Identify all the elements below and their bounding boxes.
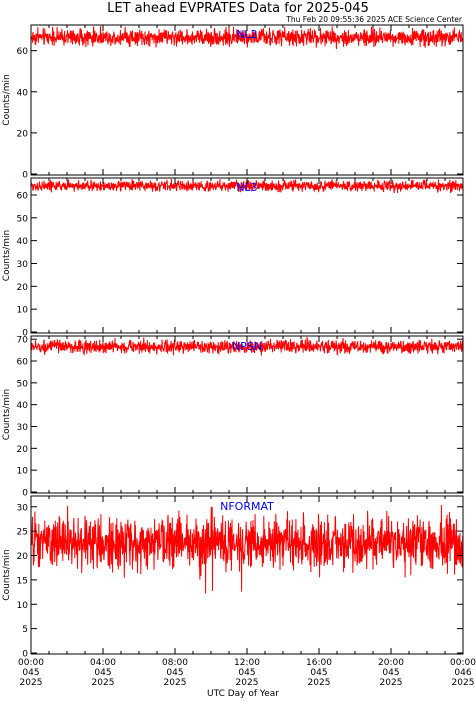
x-tick-doy: 045 xyxy=(310,668,327,678)
y-axis-label: Counts/min xyxy=(2,230,12,281)
y-tick-label: 70 xyxy=(17,336,29,346)
y-tick-label: 50 xyxy=(17,214,29,224)
y-tick-label: 0 xyxy=(22,650,28,660)
x-tick-time: 16:00 xyxy=(306,658,332,668)
series-label-nformat: NFORMAT xyxy=(220,500,274,513)
y-tick-label: 60 xyxy=(17,191,29,201)
data-trace-nformat xyxy=(30,505,464,594)
series-label-nl2: NL2 xyxy=(236,28,257,41)
y-tick-label: 5 xyxy=(22,625,28,635)
x-tick-year: 2025 xyxy=(452,678,475,688)
data-trace-nl3 xyxy=(30,178,464,194)
panel-nl3: 0 10 20 30 40 50 60 Counts/min NL3 xyxy=(2,177,464,339)
series-label-nl3: NL3 xyxy=(236,181,257,194)
panel-nl2: 0 20 40 60 Counts/min NL2 xyxy=(2,24,464,181)
panel-frame xyxy=(30,335,464,494)
y-tick-label: 0 xyxy=(22,489,28,499)
panel-nformat: 0 5 10 15 20 25 30 Counts/min NFORMAT xyxy=(2,495,464,660)
y-axis-label: Counts/min xyxy=(2,389,12,440)
x-tick-year: 2025 xyxy=(308,678,331,688)
y-tick-label: 50 xyxy=(17,379,29,389)
x-tick-doy: 046 xyxy=(454,668,471,678)
y-tick-label: 30 xyxy=(17,503,29,513)
x-tick-year: 2025 xyxy=(380,678,403,688)
panel-npsn: 0 10 20 30 40 50 60 70 Counts/min NPSN xyxy=(2,335,464,499)
y-tick-label: 40 xyxy=(17,237,29,247)
x-tick-time: 12:00 xyxy=(234,658,260,668)
x-tick-year: 2025 xyxy=(92,678,115,688)
y-tick-label: 30 xyxy=(17,423,29,433)
y-tick-label: 60 xyxy=(17,47,29,57)
y-tick-label: 10 xyxy=(17,467,29,477)
y-tick-label: 60 xyxy=(17,358,29,368)
y-tick-label: 20 xyxy=(17,445,29,455)
x-tick-doy: 045 xyxy=(238,668,255,678)
panels-group: 0204060Counts/minNL20102030405060Counts/… xyxy=(2,24,476,688)
y-tick-label: 30 xyxy=(17,260,29,270)
y-tick-label: 10 xyxy=(17,306,29,316)
y-tick-label: 40 xyxy=(17,401,29,411)
y-tick-label: 40 xyxy=(17,88,29,98)
x-tick-time: 00:00 xyxy=(18,658,44,668)
data-trace-npsn xyxy=(30,337,464,356)
x-tick-doy: 045 xyxy=(22,668,39,678)
y-axis-label: Counts/min xyxy=(2,549,12,600)
x-tick-year: 2025 xyxy=(164,678,187,688)
x-tick-year: 2025 xyxy=(236,678,259,688)
x-tick-doy: 045 xyxy=(382,668,399,678)
x-axis-label: UTC Day of Year xyxy=(207,689,279,699)
y-tick-label: 15 xyxy=(17,576,28,586)
timestamp-label: Thu Feb 20 09:55:36 2025 ACE Science Cen… xyxy=(285,15,463,24)
y-tick-label: 25 xyxy=(17,528,28,538)
x-tick-time: 20:00 xyxy=(378,658,404,668)
y-tick-label: 20 xyxy=(17,552,29,562)
x-tick-doy: 045 xyxy=(94,668,111,678)
y-axis-label: Counts/min xyxy=(2,74,12,125)
x-tick-time: 08:00 xyxy=(162,658,188,668)
x-tick-time: 00:00 xyxy=(450,658,476,668)
y-tick-label: 0 xyxy=(22,171,28,181)
series-label-npsn: NPSN xyxy=(232,340,262,353)
x-tick-year: 2025 xyxy=(20,678,43,688)
x-tick-doy: 045 xyxy=(166,668,183,678)
panel-frame xyxy=(30,24,464,176)
y-tick-label: 10 xyxy=(17,601,29,611)
y-tick-label: 20 xyxy=(17,283,29,293)
chart-title: LET ahead EVPRATES Data for 2025-045 xyxy=(107,1,369,16)
y-tick-label: 20 xyxy=(17,129,29,139)
panel-frame xyxy=(30,177,464,334)
panel-frame xyxy=(30,495,464,655)
y-tick-label: 0 xyxy=(22,329,28,339)
x-tick-time: 04:00 xyxy=(90,658,116,668)
data-trace-nl2 xyxy=(30,25,464,50)
